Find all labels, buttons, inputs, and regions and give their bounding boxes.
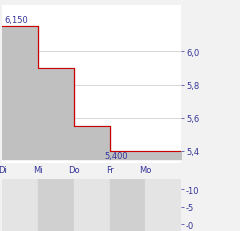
Bar — [38, 179, 74, 231]
Text: Fr: Fr — [106, 165, 114, 174]
Bar — [74, 179, 110, 231]
Text: Di: Di — [0, 165, 7, 174]
Text: Do: Do — [68, 165, 80, 174]
Bar — [2, 179, 38, 231]
Text: Mi: Mi — [33, 165, 43, 174]
Text: 6,150: 6,150 — [4, 16, 28, 25]
Bar — [110, 179, 145, 231]
Text: Mo: Mo — [139, 165, 152, 174]
Text: 5,400: 5,400 — [104, 151, 128, 160]
Bar — [145, 179, 181, 231]
